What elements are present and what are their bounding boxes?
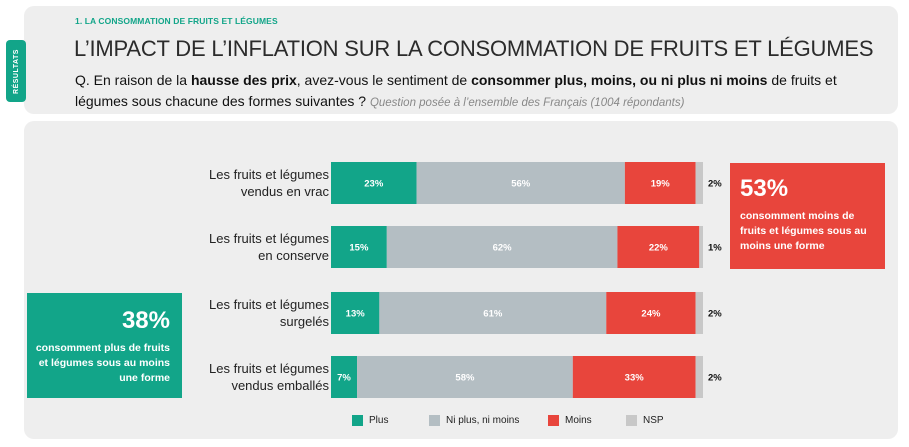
callout-plus-pct: 38%	[121, 307, 170, 334]
bar-segment-ni-plus-ni-moins	[386, 226, 618, 268]
legend-label: Plus	[369, 415, 389, 426]
question-bold-1: hausse des prix	[190, 72, 297, 88]
data-label: 2%	[708, 309, 722, 320]
results-side-tab: RÉSULTATS	[6, 40, 26, 102]
category-label-line: Les fruits et légumes	[209, 361, 329, 376]
data-label: 13%	[346, 309, 366, 320]
data-label: 1%	[708, 243, 722, 254]
category-label-line: Les fruits et légumes	[209, 167, 329, 182]
data-label: 23%	[364, 179, 384, 190]
question-part-3: de fruits et légumes sous chacune des fo…	[75, 72, 837, 109]
data-label: 24%	[641, 309, 661, 320]
section-label: 1. LA CONSOMMATION DE FRUITS ET LÉGUMES	[75, 16, 278, 26]
legend-item-ni-plus-ni-moins: Ni plus, ni moins	[429, 415, 519, 426]
data-label: 58%	[455, 373, 475, 384]
category-label-line: vendus en vrac	[240, 184, 329, 199]
data-label: 56%	[511, 179, 531, 190]
category-label-line: surgelés	[279, 314, 329, 329]
page-title: L’IMPACT DE L’INFLATION SUR LA CONSOMMAT…	[74, 36, 874, 61]
bar-segment-nsp	[699, 226, 703, 268]
data-label: 62%	[493, 243, 513, 254]
category-label-line: Les fruits et légumes	[209, 297, 329, 312]
data-label: 61%	[483, 309, 503, 320]
category-label-line: en conserve	[258, 248, 329, 263]
bar-segment-moins	[606, 292, 696, 334]
bar-segment-plus	[331, 226, 387, 268]
data-label: 2%	[708, 179, 722, 190]
bar-segment-nsp	[695, 356, 703, 398]
legend-swatch	[429, 415, 440, 426]
data-label: 15%	[349, 243, 369, 254]
data-label: 19%	[651, 179, 671, 190]
data-label: 2%	[708, 373, 722, 384]
legend-swatch	[548, 415, 559, 426]
callout-moins-text: consomment moins de fruits et légumes so…	[740, 210, 867, 252]
bar-segment-moins	[572, 356, 696, 398]
bar-segment-plus	[331, 356, 358, 398]
category-label: Les fruits et légumes vendus emballés	[209, 360, 329, 394]
bar-segment-plus	[331, 292, 380, 334]
legend-label: Ni plus, ni moins	[446, 415, 520, 426]
bar-segment-ni-plus-ni-moins	[379, 292, 607, 334]
legend-item-moins: Moins	[548, 415, 592, 426]
category-label-line: vendus emballés	[231, 378, 329, 393]
data-label: 7%	[337, 373, 351, 384]
bar-segment-moins	[624, 162, 696, 204]
legend-swatch	[626, 415, 637, 426]
legend-label: Moins	[565, 415, 592, 426]
callout-moins: 53% consomment moins de fruits et légume…	[730, 163, 885, 269]
bar-segment-ni-plus-ni-moins	[416, 162, 625, 204]
bar-segment-moins	[617, 226, 700, 268]
category-label: Les fruits et légumes en conserve	[209, 230, 329, 264]
question-bold-2: consommer plus, moins, ou ni plus ni moi…	[471, 72, 768, 88]
legend-swatch	[352, 415, 363, 426]
callout-plus-text: consomment plus de fruits et légumes sou…	[35, 342, 170, 384]
bar-segment-plus	[331, 162, 417, 204]
data-label: 33%	[625, 373, 645, 384]
category-label-line: Les fruits et légumes	[209, 231, 329, 246]
callout-plus: 38% consomment plus de fruits et légumes…	[27, 293, 182, 398]
legend-item-plus: Plus	[352, 415, 388, 426]
question-note: Question posée à l’ensemble des Français…	[369, 97, 685, 109]
category-label: Les fruits et légumes surgelés	[209, 296, 329, 330]
legend-item-nsp: NSP	[626, 415, 664, 426]
bar-segment-nsp	[695, 162, 703, 204]
bar-segment-ni-plus-ni-moins	[357, 356, 573, 398]
data-label: 22%	[649, 243, 669, 254]
question-part-2: , avez-vous le sentiment de	[296, 72, 472, 88]
header-panel	[24, 6, 898, 114]
question-text: Q. En raison de la hausse des prix, avez…	[75, 70, 885, 114]
bar-segment-nsp	[695, 292, 703, 334]
category-label: Les fruits et légumes vendus en vrac	[209, 166, 329, 200]
callout-moins-pct: 53%	[740, 175, 789, 202]
question-part-1: Q. En raison de la	[75, 72, 191, 88]
legend-label: NSP	[643, 415, 664, 426]
